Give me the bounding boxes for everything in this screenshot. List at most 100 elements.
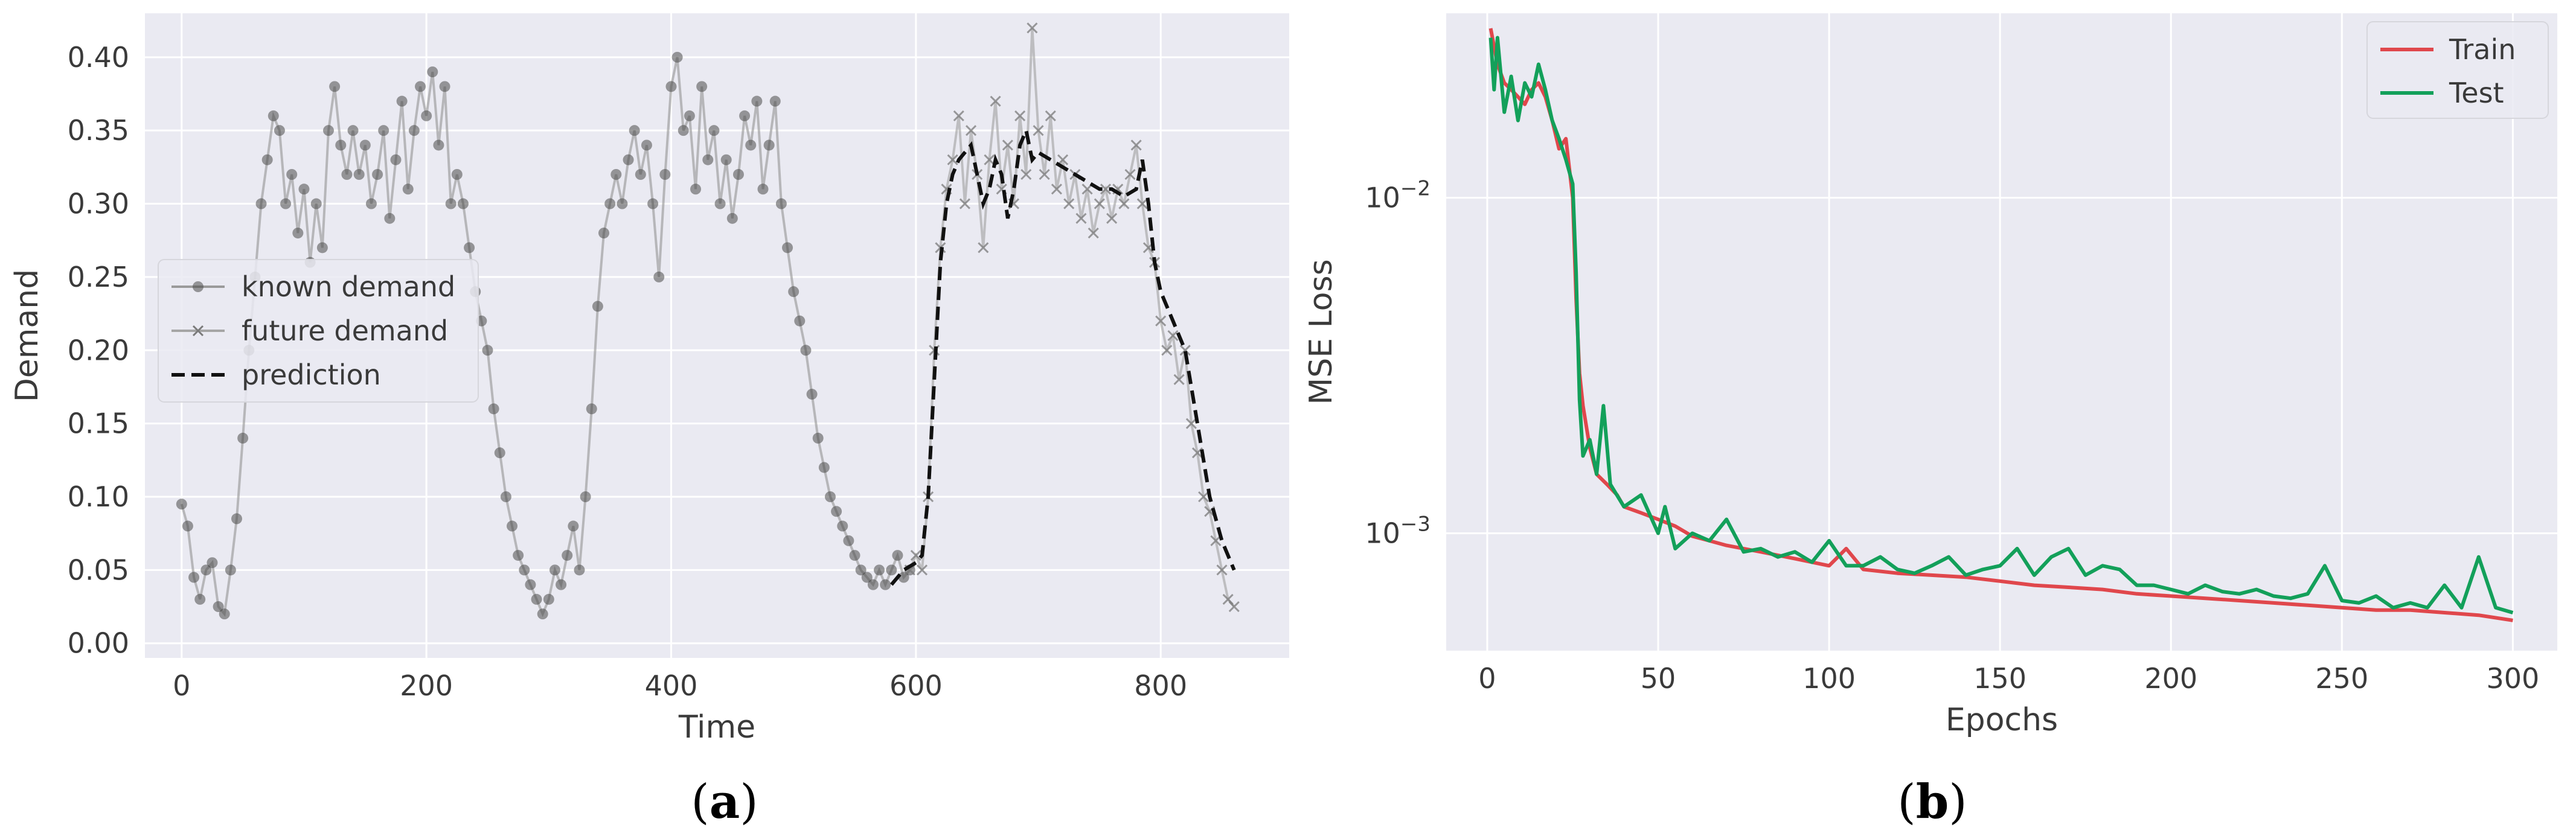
- known-demand-point: [592, 301, 603, 312]
- future-demand-point: [953, 110, 964, 121]
- known-demand-point: [176, 499, 187, 510]
- known-demand-point: [782, 242, 793, 254]
- known-demand-point: [696, 81, 708, 92]
- future-demand-point: [965, 125, 977, 136]
- known-demand-point: [732, 169, 744, 180]
- series-line-known-demand: [180, 57, 911, 617]
- future-demand-point: [1179, 345, 1191, 356]
- known-demand-point: [794, 315, 806, 327]
- future-demand-point: [1185, 418, 1197, 429]
- x-axis-title: Time: [678, 709, 755, 745]
- known-demand-point: [665, 81, 677, 92]
- known-demand-point: [818, 462, 830, 473]
- legend-entry-future-demand: future demand: [242, 314, 448, 347]
- chart-demand-forecast: 0.00 0.05 0.10 0.15 0.20 0.25 0.30 0.35 0.40 0 200…: [9, 13, 1289, 745]
- future-demand-point: [1136, 198, 1148, 209]
- known-demand-point: [310, 198, 322, 209]
- known-demand-point: [378, 125, 389, 136]
- future-demand-point: [1106, 212, 1118, 224]
- legend-entry-test: Test: [2449, 77, 2504, 109]
- known-demand-point: [659, 169, 671, 180]
- known-demand-point: [237, 432, 249, 444]
- future-demand-point: [1167, 330, 1179, 342]
- known-demand-point: [880, 579, 891, 590]
- future-demand-point: [1039, 168, 1050, 180]
- known-demand-point: [726, 212, 738, 224]
- known-demand-point: [867, 579, 879, 590]
- x-tick-label: 0: [173, 669, 190, 702]
- future-demand-point: [947, 154, 958, 165]
- future-demand-point: [959, 198, 970, 209]
- known-demand-point: [671, 51, 683, 63]
- known-demand-point: [292, 228, 304, 239]
- known-demand-point: [874, 564, 885, 576]
- known-demand-point: [439, 81, 450, 92]
- future-demand-point: [1057, 154, 1069, 165]
- x-tick-label: 600: [889, 669, 943, 702]
- known-demand-point: [421, 110, 432, 121]
- legend-marker-known-demand: [193, 281, 203, 292]
- known-demand-point: [824, 491, 836, 502]
- known-demand-point: [231, 513, 243, 525]
- x-tick-label: 250: [2315, 662, 2368, 695]
- legend-entry-train: Train: [2449, 33, 2516, 66]
- known-demand-point: [427, 66, 438, 78]
- known-demand-point: [268, 110, 279, 121]
- known-demand-point: [892, 550, 903, 561]
- future-demand-point: [916, 564, 928, 576]
- known-demand-point: [684, 110, 695, 121]
- future-demand-point: [1228, 601, 1240, 613]
- known-demand-point: [513, 550, 524, 561]
- future-demand-point: [910, 550, 921, 561]
- known-demand-point: [720, 154, 732, 165]
- legend-entry-known-demand: known demand: [242, 270, 455, 303]
- future-demand-point: [1173, 374, 1185, 385]
- y-tick-label: 0.00: [68, 627, 129, 660]
- known-demand-point: [678, 125, 689, 136]
- known-demand-point: [365, 198, 377, 209]
- future-demand-point: [1094, 198, 1105, 209]
- known-demand-point: [402, 183, 414, 195]
- y-tick-label: 0.40: [68, 41, 129, 74]
- known-demand-point: [531, 593, 542, 605]
- known-demand-point: [769, 95, 781, 107]
- known-demand-point: [219, 608, 230, 620]
- known-demand-point: [598, 228, 610, 239]
- known-demand-point: [494, 447, 505, 459]
- known-demand-point: [757, 183, 769, 195]
- known-demand-point: [788, 286, 799, 298]
- y-tick-label: 0.25: [68, 261, 129, 293]
- y-tick-label: 0.20: [68, 334, 129, 366]
- known-demand-point: [610, 169, 622, 180]
- future-demand-point: [1014, 110, 1026, 121]
- known-demand-point: [568, 520, 579, 532]
- y-tick-label: 0.35: [68, 114, 129, 147]
- legend-marker-future-demand: [192, 325, 204, 337]
- known-demand-point: [396, 95, 408, 107]
- known-demand-point: [604, 198, 616, 209]
- legend-entry-prediction: prediction: [242, 359, 381, 391]
- x-tick-label: 150: [1973, 662, 2027, 695]
- known-demand-point: [586, 403, 597, 415]
- future-demand-point: [1161, 345, 1173, 356]
- known-demand-point: [323, 125, 335, 136]
- y-tick-label: 10−2: [1365, 177, 1431, 214]
- known-demand-point: [751, 95, 763, 107]
- known-demand-point: [806, 389, 818, 400]
- known-demand-point: [708, 125, 720, 136]
- known-demand-point: [408, 125, 420, 136]
- future-demand-point: [1020, 168, 1032, 180]
- y-axis-title: Demand: [9, 269, 45, 403]
- known-demand-point: [775, 198, 787, 209]
- known-demand-point: [617, 198, 628, 209]
- known-demand-point: [623, 154, 634, 165]
- future-demand-point: [1063, 198, 1075, 209]
- known-demand-point: [812, 432, 824, 444]
- x-tick-label: 0: [1478, 662, 1496, 695]
- future-demand-point: [978, 242, 989, 254]
- future-demand-point: [1002, 139, 1013, 151]
- known-demand-point: [635, 169, 646, 180]
- known-demand-point: [745, 139, 757, 151]
- panel-label-a: (a): [691, 774, 758, 829]
